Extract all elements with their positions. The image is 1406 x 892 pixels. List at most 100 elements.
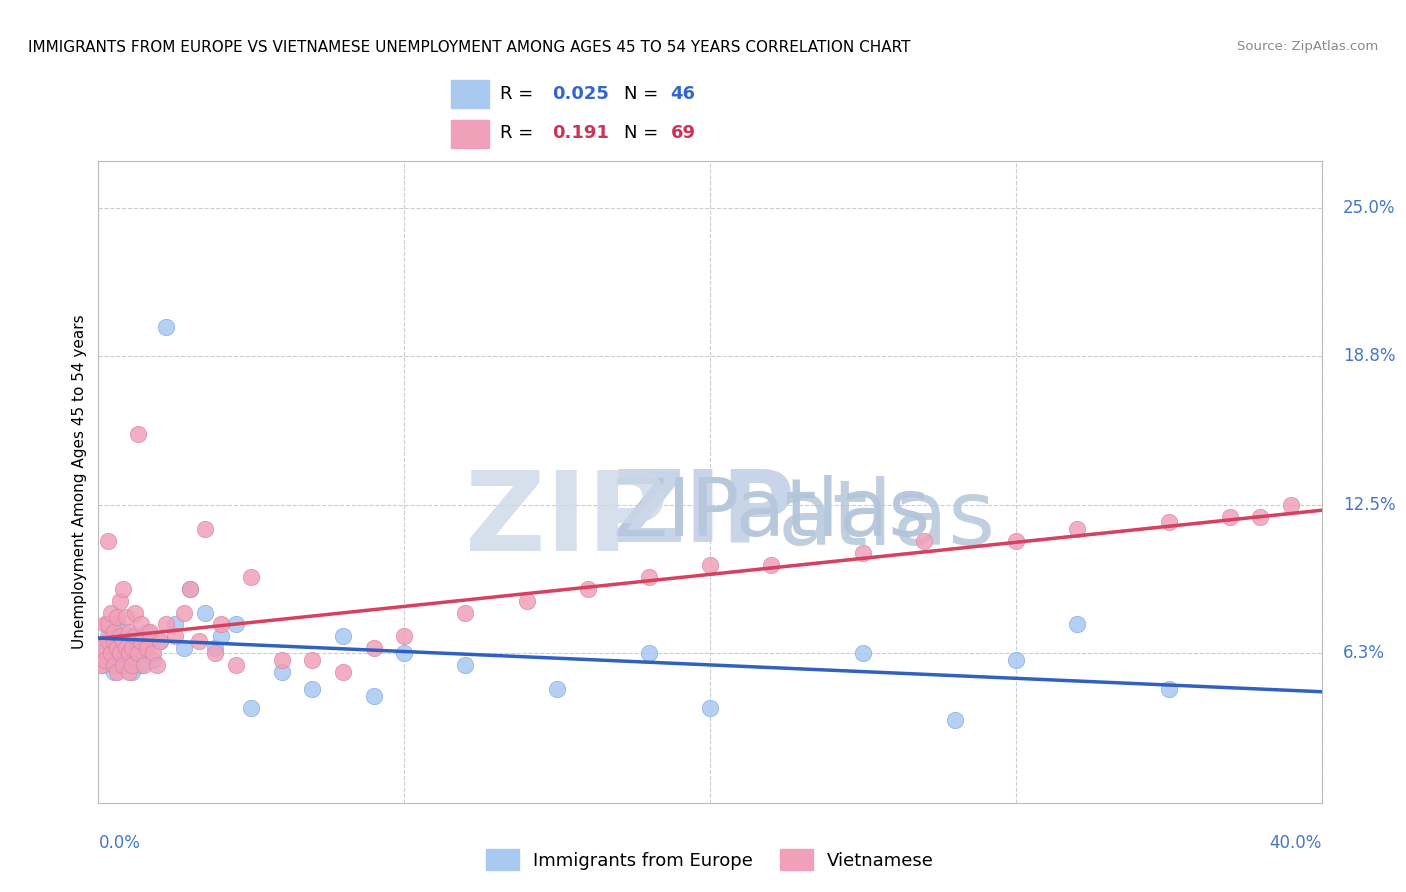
Point	[155, 617, 177, 632]
Text: ZIP: ZIP	[465, 467, 669, 574]
Point	[454, 606, 477, 620]
Point	[90, 657, 112, 672]
Point	[546, 681, 568, 696]
Point	[97, 629, 120, 643]
Point	[90, 641, 112, 656]
Point	[637, 570, 661, 584]
Point	[97, 534, 120, 549]
Point	[225, 617, 247, 632]
Point	[149, 634, 172, 648]
Point	[129, 657, 152, 672]
Point	[943, 713, 966, 727]
Point	[1249, 510, 1271, 524]
Text: 40.0%: 40.0%	[1270, 834, 1322, 852]
Point	[173, 606, 195, 620]
Point	[392, 646, 416, 660]
Point	[179, 582, 201, 596]
Point	[145, 657, 167, 672]
Text: IMMIGRANTS FROM EUROPE VS VIETNAMESE UNEMPLOYMENT AMONG AGES 45 TO 54 YEARS CORR: IMMIGRANTS FROM EUROPE VS VIETNAMESE UNE…	[28, 40, 911, 55]
Point	[100, 606, 122, 620]
Point	[121, 665, 143, 679]
Point	[142, 646, 165, 660]
Point	[129, 617, 152, 632]
Point	[105, 665, 128, 679]
Point	[124, 646, 146, 660]
Point	[121, 657, 143, 672]
Point	[163, 629, 186, 643]
Point	[1066, 617, 1088, 632]
Point	[1279, 499, 1302, 513]
Point	[270, 665, 292, 679]
Point	[173, 641, 195, 656]
Text: 69: 69	[671, 124, 696, 142]
Point	[209, 629, 232, 643]
Point	[103, 634, 125, 648]
Point	[204, 641, 226, 656]
Text: 0.191: 0.191	[553, 124, 609, 142]
Point	[204, 646, 226, 660]
Point	[103, 665, 125, 679]
Y-axis label: Unemployment Among Ages 45 to 54 years: Unemployment Among Ages 45 to 54 years	[72, 314, 87, 649]
Text: Source: ZipAtlas.com: Source: ZipAtlas.com	[1237, 40, 1378, 54]
Point	[699, 558, 721, 572]
Point	[129, 634, 152, 648]
Point	[1157, 681, 1180, 696]
Point	[225, 657, 247, 672]
Text: 46: 46	[671, 86, 696, 103]
Point	[111, 624, 134, 639]
Point	[111, 634, 134, 648]
Point	[576, 582, 599, 596]
Point	[142, 653, 165, 667]
Point	[759, 558, 782, 572]
Text: 6.3%: 6.3%	[1343, 644, 1385, 662]
Point	[270, 653, 292, 667]
Point	[118, 634, 141, 648]
Point	[121, 641, 143, 656]
Text: atlas: atlas	[778, 476, 995, 565]
Point	[108, 629, 131, 643]
Point	[1066, 522, 1088, 536]
Point	[108, 657, 131, 672]
Point	[111, 657, 134, 672]
Point	[124, 606, 146, 620]
Text: 18.8%: 18.8%	[1343, 347, 1395, 365]
Point	[118, 665, 141, 679]
Point	[100, 646, 122, 660]
Text: ZIPatlas: ZIPatlas	[612, 475, 931, 553]
Point	[111, 646, 134, 660]
Point	[111, 582, 134, 596]
Point	[1219, 510, 1241, 524]
Text: N =: N =	[624, 124, 664, 142]
Point	[149, 634, 172, 648]
Point	[363, 641, 385, 656]
Point	[332, 665, 354, 679]
Point	[105, 634, 128, 648]
Point	[115, 610, 138, 624]
Point	[115, 641, 138, 656]
Text: 0.025: 0.025	[553, 86, 609, 103]
Point	[240, 570, 263, 584]
Point	[124, 629, 146, 643]
Point	[93, 653, 115, 667]
Point	[127, 646, 149, 660]
Point	[118, 646, 141, 660]
Point	[209, 617, 232, 632]
Point	[90, 646, 112, 660]
Point	[852, 546, 875, 560]
Point	[139, 624, 162, 639]
Point	[912, 534, 935, 549]
Point	[105, 641, 128, 656]
Bar	[451, 80, 489, 108]
Text: 25.0%: 25.0%	[1343, 199, 1395, 217]
Point	[118, 624, 141, 639]
Point	[163, 617, 186, 632]
Point	[108, 629, 131, 643]
Point	[637, 646, 661, 660]
Point	[136, 641, 159, 656]
Point	[93, 657, 115, 672]
Point	[301, 653, 323, 667]
Point	[516, 593, 538, 607]
Point	[108, 646, 131, 660]
Point	[240, 700, 263, 714]
Point	[194, 606, 217, 620]
